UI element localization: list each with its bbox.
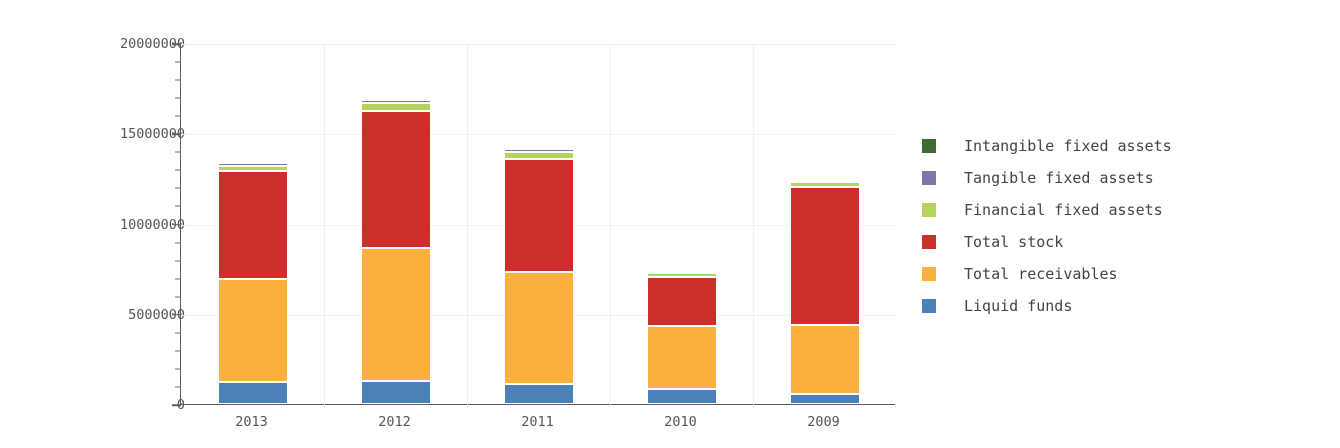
y-axis-minor-tick: [175, 205, 181, 207]
legend-item-label: Total receivables: [964, 265, 1118, 283]
bar-segment[interactable]: [360, 99, 431, 104]
bar-segment[interactable]: [646, 272, 717, 277]
bar-segment[interactable]: [360, 247, 431, 381]
bar-segment[interactable]: [360, 103, 431, 111]
gridline-vertical: [610, 44, 611, 405]
legend-swatch-icon: [922, 171, 936, 185]
legend-item-label: Financial fixed assets: [964, 201, 1163, 219]
legend-swatch-icon: [922, 203, 936, 217]
y-axis-tick-label: 5000000: [128, 306, 185, 323]
y-axis-major-tick: [172, 314, 181, 316]
y-axis-minor-tick: [175, 115, 181, 117]
y-axis-minor-tick: [175, 97, 181, 99]
y-axis-tick-label: 10000000: [119, 216, 185, 233]
bar-segment[interactable]: [217, 163, 288, 166]
y-axis-minor-tick: [175, 368, 181, 370]
y-axis-minor-tick: [175, 151, 181, 153]
legend-item[interactable]: Liquid funds: [922, 290, 1172, 322]
x-axis-tick-label: 2010: [664, 414, 697, 430]
bar-segment[interactable]: [503, 148, 574, 153]
y-axis-major-tick: [172, 133, 181, 135]
bar-segment[interactable]: [217, 165, 288, 172]
legend-item[interactable]: Financial fixed assets: [922, 194, 1172, 226]
y-axis-minor-tick: [175, 61, 181, 63]
y-axis-major-tick: [172, 223, 181, 226]
y-axis-minor-tick: [175, 296, 181, 298]
x-axis-tick-label: 2011: [521, 414, 554, 430]
gridline-vertical: [467, 44, 468, 405]
bar-segment[interactable]: [503, 152, 574, 159]
gridline-horizontal: [181, 134, 896, 136]
legend-swatch-icon: [922, 139, 936, 153]
y-axis-minor-tick: [175, 79, 181, 81]
bar-group-2011[interactable]: [503, 43, 574, 404]
y-axis-minor-tick: [175, 242, 181, 244]
legend-swatch-icon: [922, 267, 936, 281]
bar-segment[interactable]: [217, 382, 288, 404]
x-axis-tick-label: 2009: [807, 414, 840, 430]
bar-segment[interactable]: [503, 384, 574, 404]
bar-segment[interactable]: [789, 324, 860, 395]
bar-segment[interactable]: [789, 394, 860, 404]
bar-segment[interactable]: [503, 272, 574, 385]
y-axis-major-tick: [172, 404, 181, 406]
legend-item-label: Tangible fixed assets: [964, 169, 1154, 187]
bar-segment[interactable]: [646, 276, 717, 327]
x-axis-tick-label: 2013: [235, 414, 268, 430]
bar-segment[interactable]: [360, 380, 431, 404]
gridline-horizontal: [181, 44, 896, 45]
bar-segment[interactable]: [646, 388, 717, 404]
chart-legend: Intangible fixed assets Tangible fixed as…: [922, 130, 1172, 322]
y-axis-minor-tick: [175, 169, 181, 171]
legend-item-label: Total stock: [964, 233, 1064, 251]
legend-item-label: Intangible fixed assets: [964, 137, 1172, 155]
bar-group-2013[interactable]: [217, 43, 288, 404]
y-axis-minor-tick: [175, 260, 181, 262]
y-axis-major-tick: [172, 43, 181, 45]
legend-item[interactable]: Intangible fixed assets: [922, 130, 1172, 162]
bar-segment[interactable]: [789, 186, 860, 325]
bar-segment[interactable]: [360, 110, 431, 248]
legend-swatch-icon: [922, 299, 936, 313]
y-axis-minor-tick: [175, 187, 181, 189]
bar-segment[interactable]: [217, 279, 288, 383]
legend-item-label: Liquid funds: [964, 297, 1073, 315]
bar-segment[interactable]: [789, 182, 860, 187]
y-axis-minor-tick: [175, 278, 181, 280]
legend-item[interactable]: Tangible fixed assets: [922, 162, 1172, 194]
y-axis-tick-label: 15000000: [119, 126, 185, 143]
y-axis-minor-tick: [175, 386, 181, 388]
y-axis-minor-tick: [175, 332, 181, 334]
legend-swatch-icon: [922, 235, 936, 249]
x-axis-tick-label: 2012: [378, 414, 411, 430]
plot-area: [180, 43, 896, 405]
bar-group-2012[interactable]: [360, 43, 431, 404]
y-axis-minor-tick: [175, 350, 181, 352]
gridline-vertical: [753, 44, 754, 405]
bar-segment[interactable]: [503, 158, 574, 273]
gridline-vertical: [324, 44, 325, 405]
y-axis-tick-label: 20000000: [119, 36, 185, 52]
bar-group-2010[interactable]: [646, 43, 717, 404]
legend-item[interactable]: Total stock: [922, 226, 1172, 258]
legend-item[interactable]: Total receivables: [922, 258, 1172, 290]
bar-segment[interactable]: [646, 326, 717, 389]
bar-segment[interactable]: [217, 171, 288, 280]
bar-group-2009[interactable]: [789, 43, 860, 404]
